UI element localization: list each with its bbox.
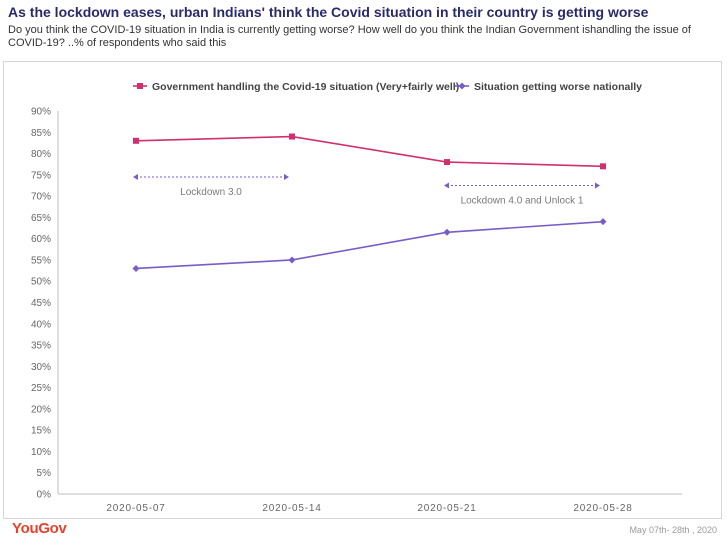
y-tick-label: 55%	[31, 255, 51, 266]
x-tick-label: 2020-05-07	[106, 503, 165, 514]
legend-label: Situation getting worse nationally	[474, 81, 642, 93]
y-tick-label: 25%	[31, 383, 51, 394]
annotation-arrowhead-right	[284, 173, 289, 180]
legend-marker	[137, 83, 143, 89]
x-tick-label: 2020-05-14	[262, 503, 321, 514]
y-tick-label: 50%	[31, 277, 51, 288]
y-tick-label: 90%	[31, 107, 51, 118]
y-tick-label: 65%	[31, 213, 51, 224]
data-point	[600, 163, 606, 170]
annotation-arrowhead-left	[444, 182, 449, 189]
annotation-label: Lockdown 4.0 and Unlock 1	[461, 195, 584, 206]
y-tick-label: 70%	[31, 192, 51, 203]
series-line	[135, 220, 604, 270]
y-tick-label: 45%	[31, 298, 51, 309]
y-tick-label: 60%	[31, 234, 51, 245]
y-tick-label: 0%	[37, 490, 52, 501]
legend-label: Government handling the Covid-19 situati…	[152, 81, 459, 93]
y-tick-label: 40%	[31, 319, 51, 330]
chart-title: As the lockdown eases, urban Indians' th…	[8, 4, 649, 20]
annotation-arrowhead-right	[595, 182, 600, 189]
data-point	[132, 264, 140, 272]
data-point	[133, 137, 139, 144]
x-tick-label: 2020-05-28	[573, 503, 632, 514]
annotation-arrowhead-left	[133, 173, 138, 180]
data-point	[444, 159, 450, 166]
y-tick-label: 85%	[31, 128, 51, 139]
y-tick-label: 10%	[31, 447, 51, 458]
y-tick-label: 35%	[31, 341, 51, 352]
chart-header: As the lockdown eases, urban Indians' th…	[8, 4, 720, 50]
y-tick-label: 80%	[31, 149, 51, 160]
data-point	[289, 133, 295, 140]
x-tick-label: 2020-05-21	[417, 503, 476, 514]
legend-marker	[458, 82, 466, 90]
data-point	[599, 218, 607, 226]
chart-subtitle: Do you think the COVID-19 situation in I…	[8, 24, 691, 49]
y-tick-label: 15%	[31, 426, 51, 437]
y-tick-label: 20%	[31, 404, 51, 415]
data-point	[288, 256, 296, 264]
chart-frame	[3, 61, 722, 519]
data-point	[443, 228, 451, 236]
date-range: May 07th- 28th , 2020	[629, 525, 717, 535]
y-tick-label: 30%	[31, 362, 51, 373]
annotation-label: Lockdown 3.0	[180, 187, 242, 198]
y-tick-label: 5%	[37, 468, 52, 479]
series-line	[135, 135, 604, 168]
yougov-logo: YouGov	[12, 520, 67, 537]
y-tick-label: 75%	[31, 170, 51, 181]
